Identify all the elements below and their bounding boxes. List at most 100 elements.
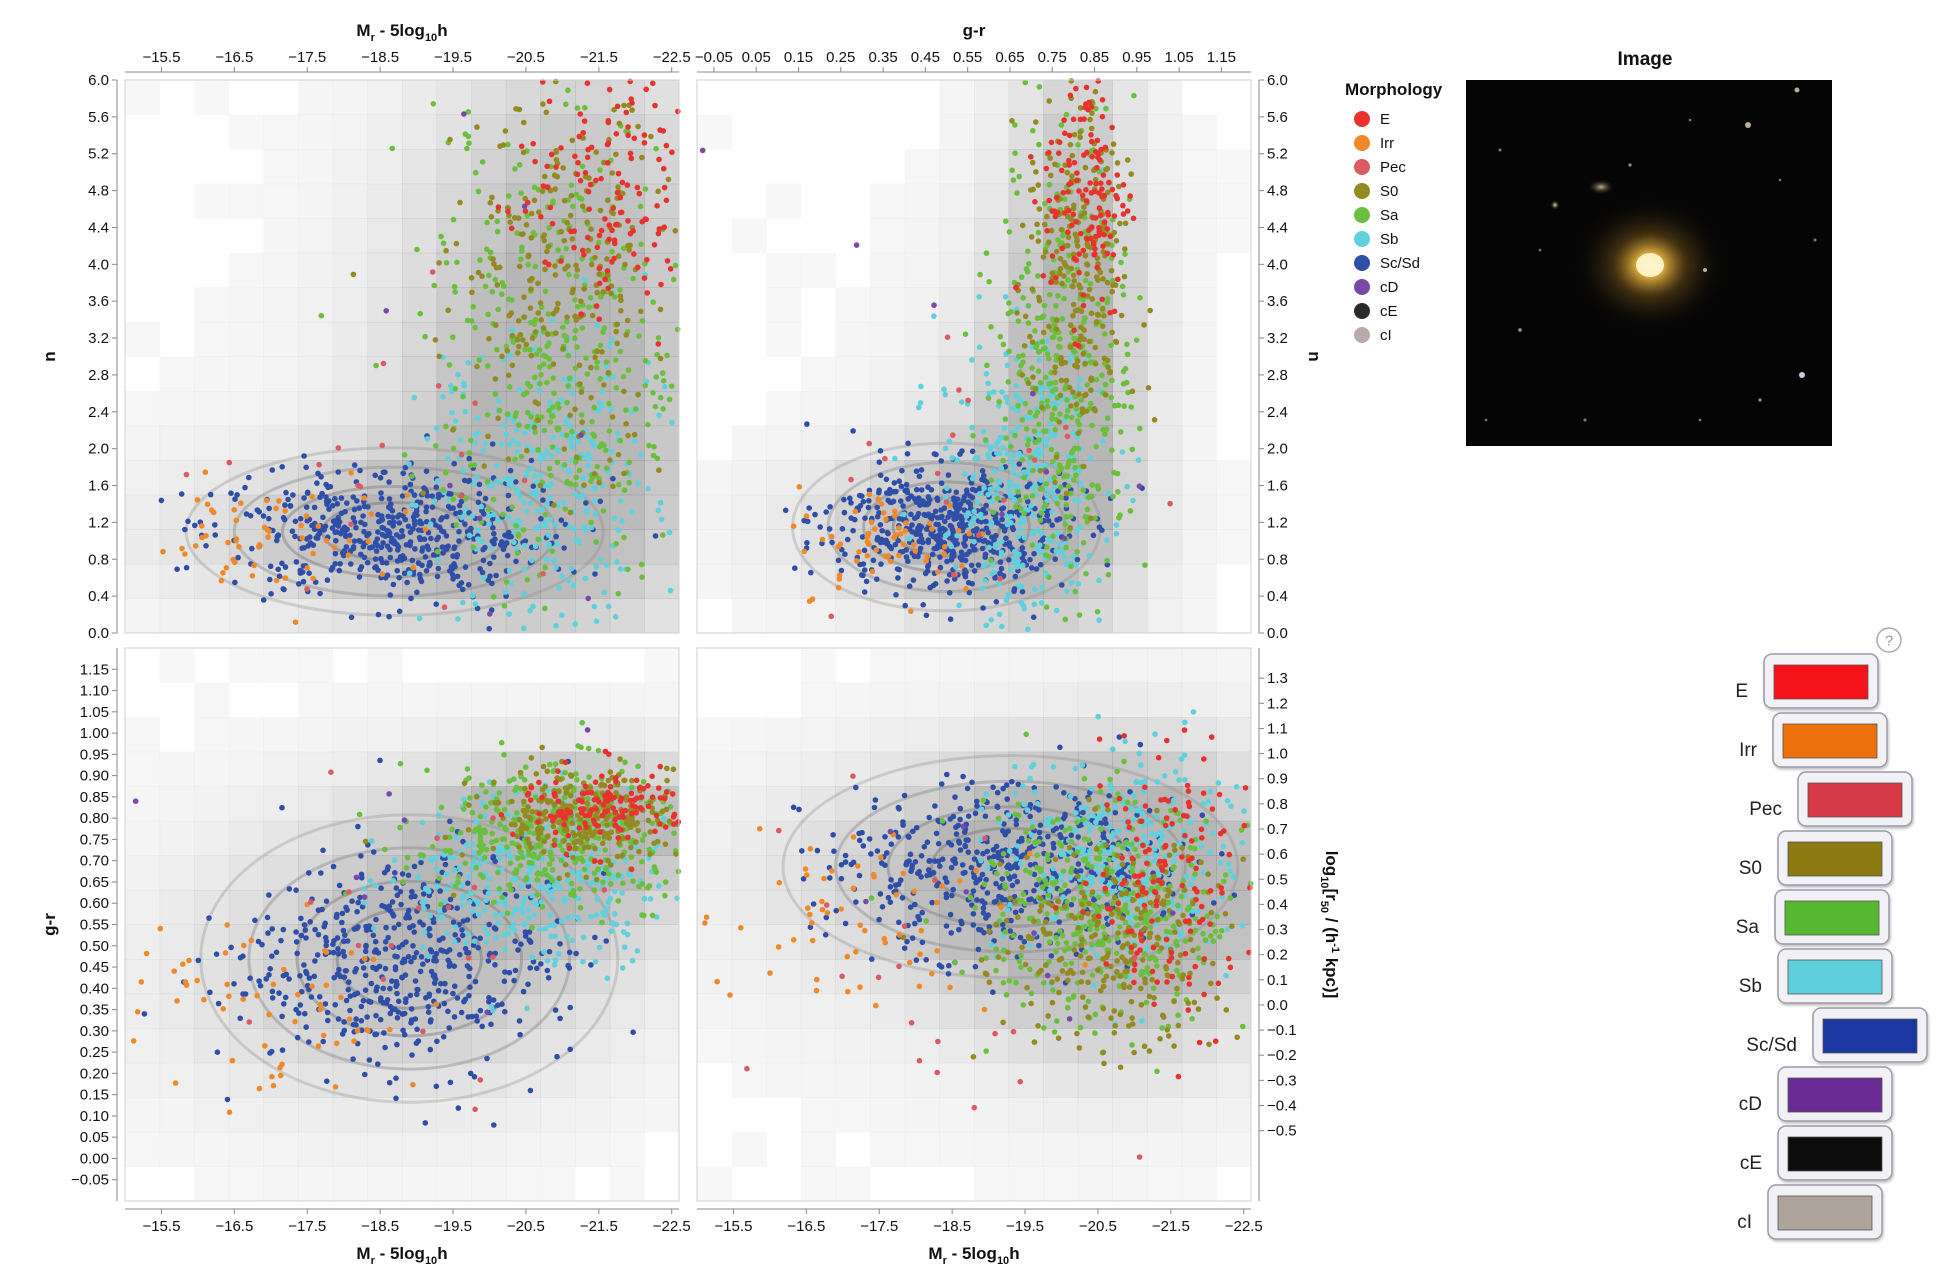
- bottom-left-heatmap-cell: [505, 1097, 541, 1133]
- point-sc-sd: [980, 507, 986, 513]
- point-sc-sd: [991, 537, 997, 543]
- point-sa: [597, 376, 604, 382]
- point-sb: [1007, 567, 1014, 573]
- point-sb: [514, 489, 521, 496]
- panel-n-vs-magnitude[interactable]: −15.5 −16.5 −17.5 −18.5 −19.5 −20.5 −21.5 −22.5…: [40, 21, 691, 642]
- point-sc-sd: [432, 975, 438, 981]
- point-sc-sd: [597, 498, 604, 505]
- point-sc-sd: [370, 932, 377, 939]
- point-s0: [1074, 237, 1080, 244]
- point-sc-sd: [941, 505, 948, 511]
- bottom-left-heatmap-cell: [228, 1097, 264, 1133]
- point-s0: [1108, 267, 1115, 274]
- point-sb: [466, 532, 473, 539]
- point-sc-sd: [782, 507, 789, 514]
- point-sc-sd: [372, 472, 379, 479]
- point-sb: [532, 543, 539, 550]
- point-s0: [1092, 344, 1098, 351]
- point-sa: [482, 283, 489, 290]
- point-s0: [614, 340, 620, 347]
- point-sc-sd: [528, 457, 535, 464]
- panel-color-vs-magnitude[interactable]: −15.5 −16.5 −17.5 −18.5 −19.5 −20.5 −21.5 −22.5…: [40, 647, 691, 1267]
- point-sb: [1059, 548, 1066, 554]
- point-sa: [503, 579, 510, 585]
- point-sa: [1118, 259, 1124, 266]
- point-sa: [578, 196, 585, 202]
- point-sb: [469, 513, 476, 519]
- point-sb: [991, 468, 998, 475]
- point-e: [611, 237, 618, 243]
- point-s0: [1094, 255, 1101, 262]
- bottom-left-heatmap-cell: [332, 1131, 368, 1167]
- point-sb: [1014, 393, 1021, 400]
- point-sc-sd: [342, 932, 348, 938]
- top-right-heatmap-cell: [1112, 563, 1148, 599]
- point-s0: [655, 188, 661, 195]
- point-sb: [480, 574, 487, 581]
- point-sc-sd: [904, 451, 911, 457]
- point-e: [631, 135, 638, 142]
- point-sc-sd: [1052, 556, 1058, 562]
- point-sa: [538, 371, 544, 378]
- point-sa: [573, 191, 580, 198]
- point-s0: [1081, 204, 1087, 210]
- point-e: [1053, 194, 1060, 201]
- point-sa: [470, 544, 477, 550]
- top-left-heatmap-cell: [436, 252, 472, 288]
- point-sb: [617, 566, 624, 572]
- point-sa: [563, 432, 570, 439]
- top-right-heatmap-cell: [1147, 252, 1183, 288]
- point-e: [641, 275, 648, 281]
- point-s0: [1102, 392, 1109, 398]
- point-sc-sd: [401, 956, 407, 963]
- point-s0: [605, 369, 612, 376]
- bottom-left-heatmap-cell: [228, 993, 264, 1029]
- point-sc-sd: [386, 504, 392, 510]
- point-sb: [1021, 534, 1028, 541]
- point-e: [576, 133, 583, 140]
- bottom-left-heatmap-cell: [263, 648, 299, 684]
- point-sc-sd: [174, 566, 180, 572]
- point-sc-sd: [534, 965, 540, 972]
- point-sc-sd: [969, 494, 976, 501]
- point-sb: [1014, 564, 1021, 570]
- point-sc-sd: [431, 957, 437, 964]
- top-left-heatmap-cell: [332, 252, 368, 288]
- point-sb: [1034, 527, 1040, 533]
- point-sb: [551, 922, 558, 929]
- point-s0: [613, 151, 619, 158]
- point-s0: [1076, 391, 1082, 398]
- point-sb: [974, 499, 981, 506]
- point-sb: [1077, 376, 1083, 383]
- point-sc-sd: [407, 539, 414, 545]
- panel-n-vs-color[interactable]: −0.05 0.05 0.15 0.25 0.35 0.45 0.55 0.65 0.75 0.8…: [695, 21, 1324, 642]
- top-right-x-tick-label: 0.75: [1038, 49, 1067, 66]
- point-sb: [958, 399, 965, 405]
- point-s0: [1092, 407, 1099, 414]
- point-sc-sd: [269, 995, 276, 1001]
- point-sc-sd: [263, 976, 270, 982]
- bottom-left-heatmap-cell: [194, 1028, 230, 1064]
- point-sc-sd: [394, 1041, 400, 1048]
- point-s0: [1029, 286, 1036, 292]
- point-sb: [433, 866, 440, 872]
- point-sb: [601, 589, 608, 596]
- point-sa: [642, 357, 649, 364]
- bottom-left-heatmap-cell: [402, 717, 438, 753]
- point-s0: [1084, 293, 1091, 299]
- point-s0: [1114, 160, 1121, 166]
- point-sc-sd: [312, 958, 318, 964]
- point-sc-sd: [266, 972, 272, 978]
- point-s0: [560, 346, 567, 352]
- point-e: [1088, 132, 1094, 138]
- point-e: [1124, 208, 1131, 214]
- bottom-left-heatmap-cell: [436, 1028, 472, 1064]
- bottom-left-heatmap-cell: [436, 682, 472, 718]
- top-right-heatmap-cell: [731, 460, 767, 496]
- point-e: [587, 181, 594, 188]
- point-sc-sd: [371, 949, 378, 955]
- point-sc-sd: [995, 520, 1001, 526]
- point-sc-sd: [412, 521, 418, 528]
- top-left-heatmap-cell: [298, 356, 334, 392]
- point-sb: [599, 389, 605, 395]
